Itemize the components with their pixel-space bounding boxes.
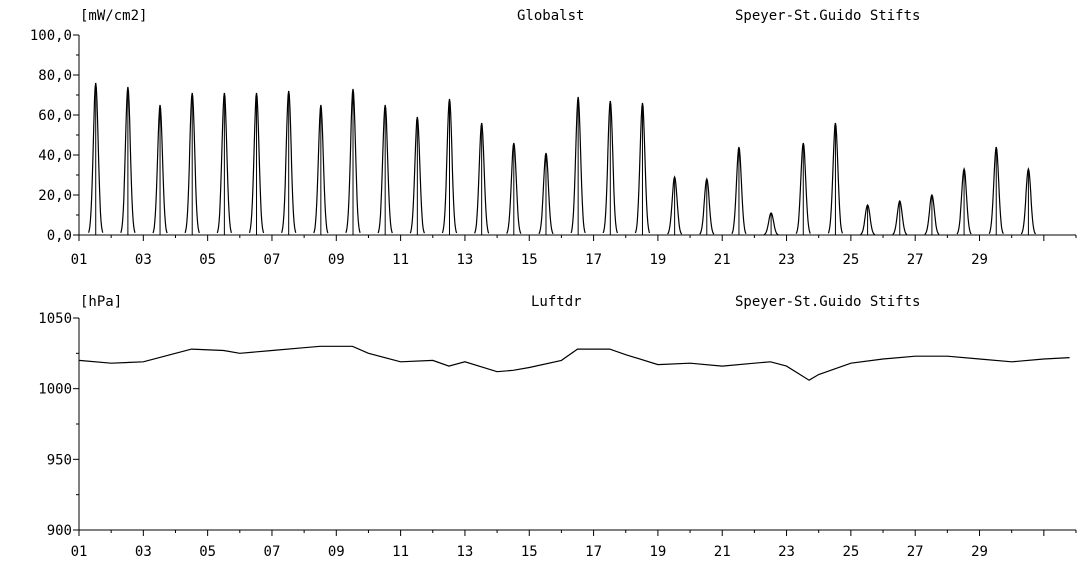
radiation-title: Globalst — [517, 8, 584, 24]
radiation-x-tick-label: 05 — [199, 252, 216, 268]
radiation-x-tick-label: 15 — [521, 252, 538, 268]
radiation-y-tick-label: 0,0 — [47, 228, 72, 244]
radiation-y-tick-label: 60,0 — [38, 108, 72, 124]
pressure-x-tick-label: 15 — [521, 544, 538, 560]
pressure-x-tick-label: 25 — [842, 544, 859, 560]
pressure-x-tick-label: 11 — [392, 544, 409, 560]
pressure-title: Luftdr — [531, 294, 582, 310]
radiation-x-tick-label: 19 — [649, 252, 666, 268]
radiation-x-tick-label: 09 — [328, 252, 345, 268]
radiation-unit-label: [mW/cm2] — [80, 8, 147, 24]
radiation-x-tick-label: 11 — [392, 252, 409, 268]
pressure-unit-label: [hPa] — [80, 294, 122, 310]
pressure-y-tick-label: 1000 — [38, 382, 72, 398]
radiation-y-tick-label: 40,0 — [38, 148, 72, 164]
pressure-y-tick-label: 900 — [47, 523, 72, 539]
radiation-x-tick-label: 01 — [71, 252, 88, 268]
pressure-line — [78, 345, 1070, 381]
pressure-station: Speyer-St.Guido Stifts — [735, 294, 920, 310]
radiation-x-tick-label: 13 — [457, 252, 474, 268]
pressure-x-tick-label: 05 — [199, 544, 216, 560]
pressure-y-tick-label: 950 — [47, 452, 72, 468]
radiation-y-tick-label: 80,0 — [38, 68, 72, 84]
pressure-panel: [hPa] Luftdr Speyer-St.Guido Stifts 900 950 1… — [38, 294, 1077, 560]
pressure-x-tick-label: 29 — [971, 544, 988, 560]
radiation-y-tick-label: 100,0 — [30, 28, 72, 44]
radiation-panel: [mW/cm2] Globalst Speyer-St.Guido Stifts 0,… — [30, 8, 1077, 268]
pressure-x-tick-label: 19 — [649, 544, 666, 560]
radiation-station: Speyer-St.Guido Stifts — [735, 8, 920, 24]
radiation-x-tick-label: 07 — [264, 252, 281, 268]
pressure-x-tick-label: 13 — [457, 544, 474, 560]
pressure-y-tick-label: 1050 — [38, 311, 72, 327]
radiation-x-tick-label: 25 — [842, 252, 859, 268]
radiation-x-tick-label: 23 — [778, 252, 795, 268]
pressure-x-tick-label: 21 — [714, 544, 731, 560]
pressure-x-tick-label: 27 — [907, 544, 924, 560]
radiation-x-tick-label: 03 — [135, 252, 152, 268]
pressure-x-tick-label: 01 — [71, 544, 88, 560]
radiation-x-tick-label: 17 — [585, 252, 602, 268]
pressure-x-tick-label: 03 — [135, 544, 152, 560]
pressure-x-tick-label: 07 — [264, 544, 281, 560]
radiation-x-tick-label: 29 — [971, 252, 988, 268]
pressure-x-tick-label: 09 — [328, 544, 345, 560]
radiation-y-tick-label: 20,0 — [38, 188, 72, 204]
pressure-x-tick-label: 23 — [778, 544, 795, 560]
pressure-x-tick-label: 17 — [585, 544, 602, 560]
radiation-x-tick-label: 21 — [714, 252, 731, 268]
radiation-x-tick-label: 27 — [907, 252, 924, 268]
